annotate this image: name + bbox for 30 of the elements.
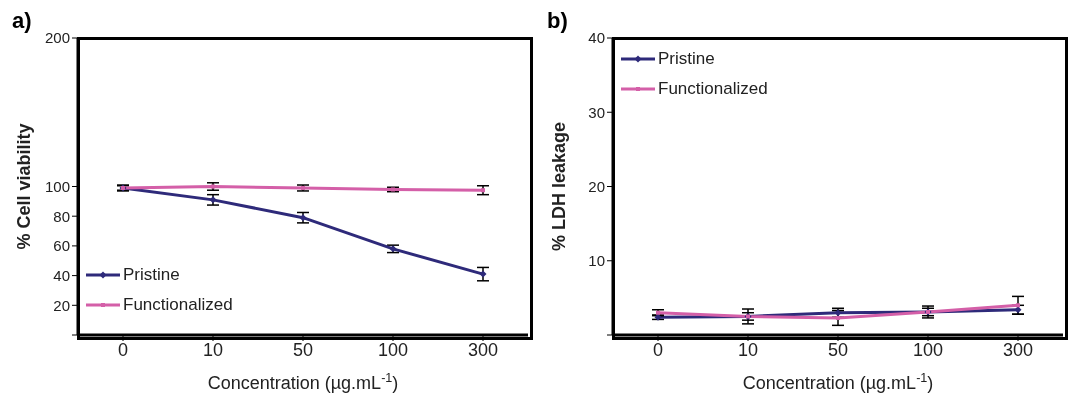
x-tick-label: 50 bbox=[827, 339, 849, 360]
legend-label: Functionalized bbox=[123, 295, 233, 315]
legend-label: Pristine bbox=[123, 265, 180, 285]
x-tick-label: 100 bbox=[912, 339, 944, 360]
x-axis-title: Concentration (µg.mL$^{-1}$) bbox=[742, 371, 934, 393]
y-tick-label: 10 bbox=[588, 252, 605, 270]
y-tick-label: 20 bbox=[588, 177, 605, 195]
x-tick-label: 300 bbox=[1002, 339, 1034, 360]
y-tick-label: 30 bbox=[588, 103, 605, 121]
x-tick-label: 10 bbox=[737, 339, 759, 360]
x-tick-label: 10 bbox=[202, 339, 224, 360]
x-tick-label: 300 bbox=[467, 339, 499, 360]
legend-label: Pristine bbox=[658, 49, 715, 69]
x-axis-title: Concentration (µg.mL$^{-1}$) bbox=[207, 371, 399, 393]
x-tick-label: 100 bbox=[377, 339, 409, 360]
chart-title: b) bbox=[547, 8, 568, 34]
y-tick-label: 200 bbox=[44, 29, 70, 47]
y-tick-label: 60 bbox=[53, 237, 70, 255]
y-tick-label: 20 bbox=[53, 296, 70, 314]
y-tick-label: 100 bbox=[44, 177, 70, 195]
y-tick-label: 40 bbox=[588, 29, 605, 47]
x-tick-label: 0 bbox=[652, 339, 664, 360]
legend-label: Functionalized bbox=[658, 79, 768, 99]
chart-title: a) bbox=[12, 8, 32, 34]
y-axis-title: % LDH leakage bbox=[549, 121, 569, 252]
x-tick-label: 0 bbox=[117, 339, 129, 360]
x-tick-label: 50 bbox=[292, 339, 314, 360]
y-axis-title: % Cell viability bbox=[14, 123, 34, 250]
y-tick-label: 40 bbox=[53, 266, 70, 284]
y-tick-label: 80 bbox=[53, 207, 70, 225]
